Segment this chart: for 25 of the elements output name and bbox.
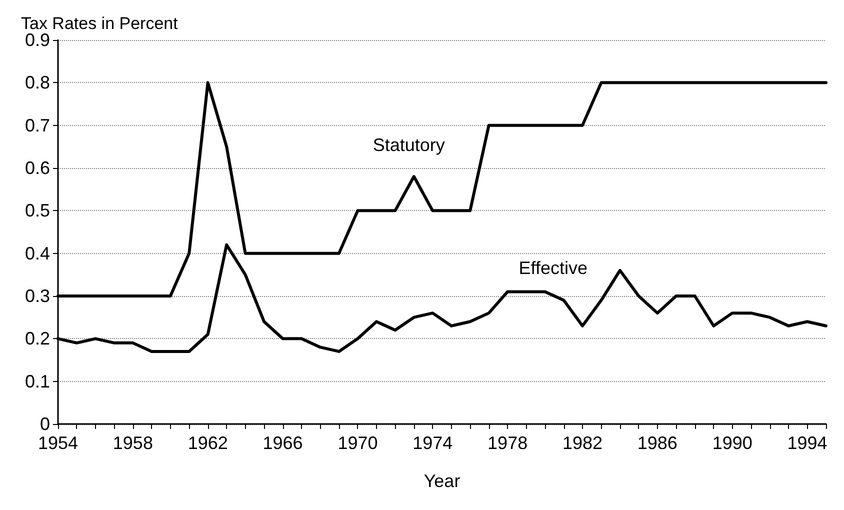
y-tick-label: 0.7: [24, 115, 50, 136]
series-label: Statutory: [372, 135, 445, 155]
series-label: Effective: [518, 258, 588, 278]
x-tick-label: 1970: [338, 433, 378, 453]
x-tick-label: 1962: [188, 433, 228, 453]
y-tick-label: 0.9: [24, 30, 50, 50]
y-tick-label: 0: [40, 414, 50, 434]
x-tick-label: 1954: [38, 433, 78, 453]
x-tick-label: 1986: [637, 433, 678, 453]
x-tick-label: 1978: [488, 433, 528, 453]
x-axis-title: Year: [424, 471, 460, 491]
chart-title: Tax Rates in Percent: [21, 14, 178, 33]
y-tick-label: 0.3: [24, 286, 50, 306]
x-tick-label: 1958: [112, 433, 153, 453]
x-tick-label: 1990: [712, 433, 752, 453]
y-tick-label: 0.8: [24, 72, 50, 93]
y-tick-label: 0.2: [24, 328, 50, 349]
x-tick-label: 1974: [412, 433, 453, 453]
x-tick-label: 1994: [787, 433, 828, 453]
x-tick-label: 1966: [262, 433, 303, 453]
y-tick-label: 0.4: [24, 243, 50, 264]
y-tick-label: 0.6: [24, 158, 50, 178]
y-tick-label: 0.5: [24, 200, 50, 221]
y-tick-label: 0.1: [24, 371, 50, 392]
x-tick-label: 1982: [562, 433, 603, 453]
